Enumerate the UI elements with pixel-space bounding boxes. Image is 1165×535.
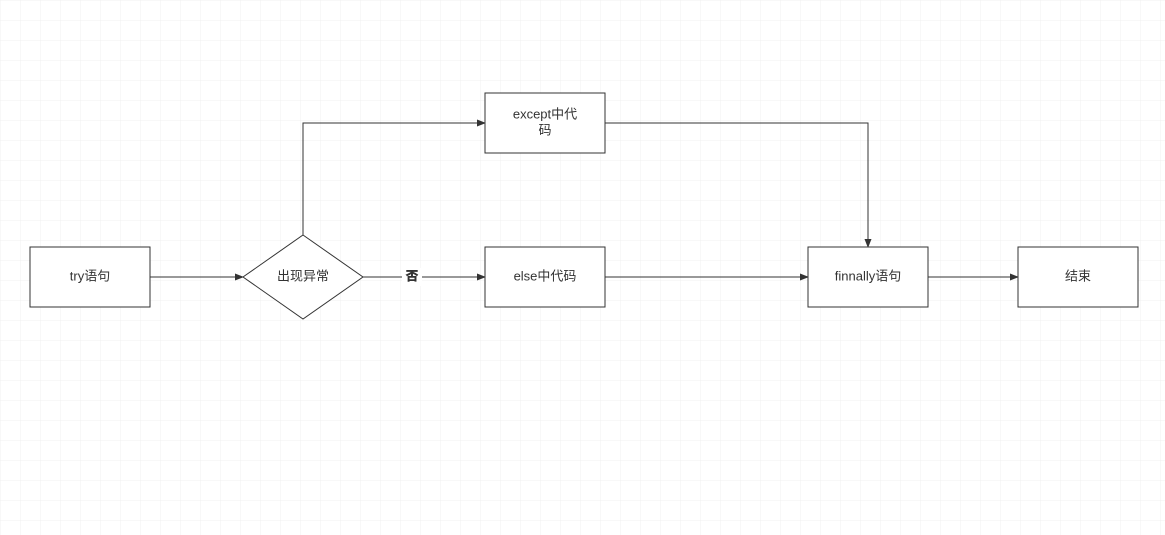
svg-text:except中代: except中代 — [513, 106, 577, 121]
svg-text:出现异常: 出现异常 — [277, 268, 329, 283]
svg-text:else中代码: else中代码 — [514, 268, 577, 283]
svg-text:try语句: try语句 — [70, 268, 110, 283]
edge-label-no: 否 — [406, 269, 418, 283]
node-else: else中代码 — [485, 247, 605, 307]
node-except: except中代 码 — [485, 93, 605, 153]
flowchart-canvas: 否 try语句 出现异常 except中代 码 else中代码 finnally… — [0, 0, 1165, 535]
svg-text:码: 码 — [538, 122, 551, 137]
node-try: try语句 — [30, 247, 150, 307]
node-end: 结束 — [1018, 247, 1138, 307]
svg-text:结束: 结束 — [1065, 268, 1091, 283]
svg-text:finnally语句: finnally语句 — [835, 268, 901, 283]
node-finally: finnally语句 — [808, 247, 928, 307]
